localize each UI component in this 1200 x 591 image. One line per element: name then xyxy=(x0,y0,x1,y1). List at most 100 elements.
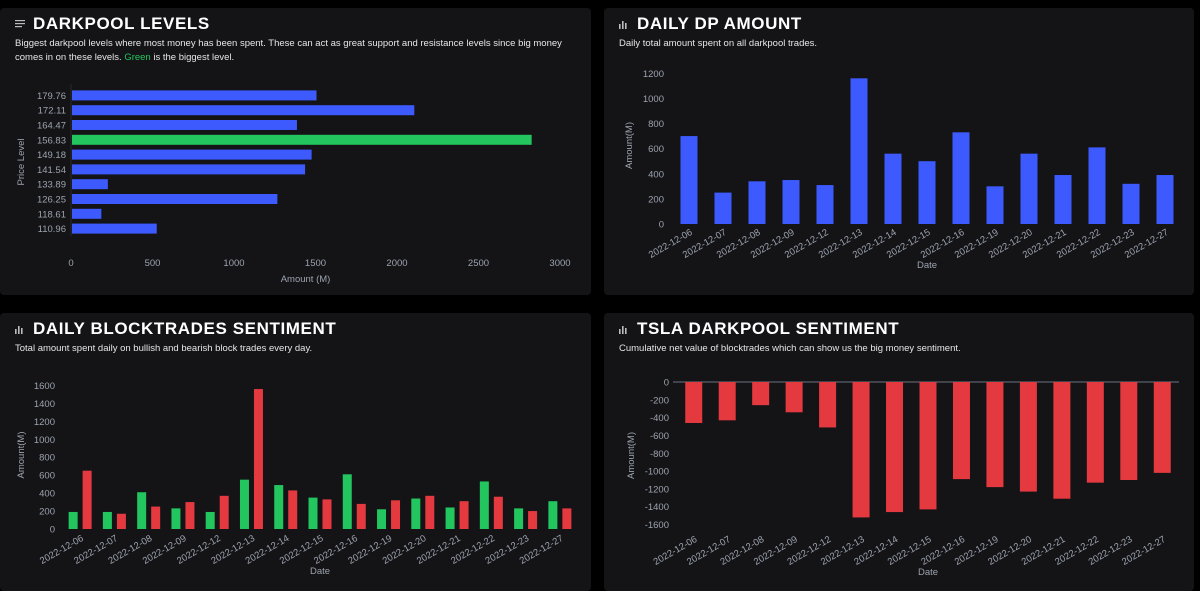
y-tick-label: 172.11 xyxy=(38,106,66,117)
tsla-sentiment-panel: TSLA DARKPOOL SENTIMENT Cumulative net v… xyxy=(604,313,1194,591)
list-lines-icon xyxy=(15,20,25,28)
bar xyxy=(852,382,870,518)
bar xyxy=(718,382,736,421)
y-tick-label: -1000 xyxy=(645,467,669,478)
desc-green-word: Green xyxy=(124,52,151,63)
y-tick-label: 110.96 xyxy=(38,224,66,235)
daily-blocktrades-description: Total amount spent daily on bullish and … xyxy=(15,343,313,354)
bar xyxy=(1153,382,1171,473)
bar xyxy=(425,495,435,529)
bar xyxy=(1019,382,1037,492)
bar xyxy=(72,134,532,145)
bar xyxy=(72,179,108,190)
x-tick-label: 500 xyxy=(145,258,161,269)
desc-text-after: is the biggest level. xyxy=(150,52,235,63)
bar xyxy=(82,470,92,529)
x-tick-label: 2500 xyxy=(468,258,489,269)
bar-chart-icon xyxy=(15,326,23,334)
daily-blocktrades-title: DAILY BLOCKTRADES SENTIMENT xyxy=(33,319,337,338)
y-tick-label: 200 xyxy=(39,507,55,518)
bar xyxy=(1120,382,1138,480)
y-axis-label: Price Level xyxy=(16,139,27,186)
y-tick-label: 800 xyxy=(39,453,55,464)
bar xyxy=(514,508,524,529)
bar xyxy=(1020,153,1038,224)
bar xyxy=(850,78,868,224)
bar xyxy=(288,490,298,529)
bar xyxy=(219,495,229,529)
y-tick-label: 200 xyxy=(648,194,664,205)
tsla-sentiment-description: Cumulative net value of blocktrades whic… xyxy=(619,343,961,354)
bar xyxy=(952,132,970,224)
y-tick-label: 400 xyxy=(39,489,55,500)
bar xyxy=(356,503,366,529)
bar xyxy=(377,509,387,529)
x-axis-label: Date xyxy=(918,567,938,578)
y-tick-label: -600 xyxy=(650,431,669,442)
y-tick-label: 126.25 xyxy=(37,195,66,206)
bar xyxy=(137,492,147,529)
bar xyxy=(102,511,112,529)
bar xyxy=(459,501,469,529)
daily-blocktrades-header: DAILY BLOCKTRADES SENTIMENT xyxy=(15,319,336,339)
tsla-sentiment-title: TSLA DARKPOOL SENTIMENT xyxy=(637,319,900,338)
y-tick-label: -800 xyxy=(650,449,669,460)
bar xyxy=(72,120,297,130)
y-tick-label: 600 xyxy=(39,471,55,482)
bar xyxy=(253,389,263,529)
daily-blocktrades-chart: 020040060080010001200140016002022-12-062… xyxy=(16,381,572,577)
y-tick-label: 0 xyxy=(50,525,55,536)
bar xyxy=(239,479,249,529)
desc-text-before: Biggest darkpool levels where most money… xyxy=(15,38,562,63)
x-tick-label: 0 xyxy=(68,258,73,269)
tsla-sentiment-chart: 0-200-400-600-800-1000-1200-1400-1600202… xyxy=(626,378,1179,578)
darkpool-levels-title: DARKPOOL LEVELS xyxy=(33,14,210,33)
bar xyxy=(68,511,78,529)
bar xyxy=(72,194,278,204)
bar xyxy=(72,90,317,101)
bar xyxy=(116,513,126,529)
y-tick-label: 0 xyxy=(659,220,664,231)
bar xyxy=(72,105,415,116)
x-tick-label: 2000 xyxy=(386,258,407,269)
y-tick-label: 133.89 xyxy=(37,180,66,191)
bar xyxy=(952,382,970,480)
daily-dp-amount-header: DAILY DP AMOUNT xyxy=(619,14,802,34)
bar xyxy=(411,498,421,529)
darkpool-levels-panel: DARKPOOL LEVELS Biggest darkpool levels … xyxy=(0,8,591,295)
bar xyxy=(342,474,352,529)
bar xyxy=(72,164,306,175)
bar xyxy=(785,382,803,413)
y-tick-label: 800 xyxy=(648,119,664,130)
y-tick-label: -200 xyxy=(650,395,669,406)
darkpool-levels-header: DARKPOOL LEVELS xyxy=(15,14,210,34)
x-axis-label: Date xyxy=(310,566,330,577)
x-axis-label: Amount (M) xyxy=(281,274,331,285)
y-tick-label: 1000 xyxy=(643,94,664,105)
bar xyxy=(151,506,161,529)
bar xyxy=(308,497,318,529)
y-tick-label: 600 xyxy=(648,144,664,155)
darkpool-levels-chart: 0 500 1000 1500 2000 2500 3000 179.76 172.11 164.… xyxy=(16,84,571,285)
y-tick-label: 0 xyxy=(664,378,669,389)
y-tick-label: 164.47 xyxy=(37,121,66,132)
bar xyxy=(72,149,312,160)
y-tick-label: -1200 xyxy=(645,484,669,495)
bar xyxy=(205,511,215,529)
bar xyxy=(816,185,834,224)
bar xyxy=(680,136,698,224)
bar xyxy=(562,508,572,529)
bar xyxy=(171,508,181,529)
bar xyxy=(1054,175,1072,224)
y-tick-label: 400 xyxy=(648,169,664,180)
bar xyxy=(445,507,455,529)
bar xyxy=(986,382,1004,488)
y-axis-label: Amount(M) xyxy=(626,432,637,479)
bar xyxy=(72,208,102,219)
bar xyxy=(782,180,800,224)
y-tick-label: -1400 xyxy=(645,502,669,513)
bar xyxy=(884,153,902,224)
daily-dp-amount-chart: 0200400600800100012002022-12-062022-12-0… xyxy=(624,69,1174,271)
bar xyxy=(548,501,558,529)
bar xyxy=(1086,382,1104,483)
